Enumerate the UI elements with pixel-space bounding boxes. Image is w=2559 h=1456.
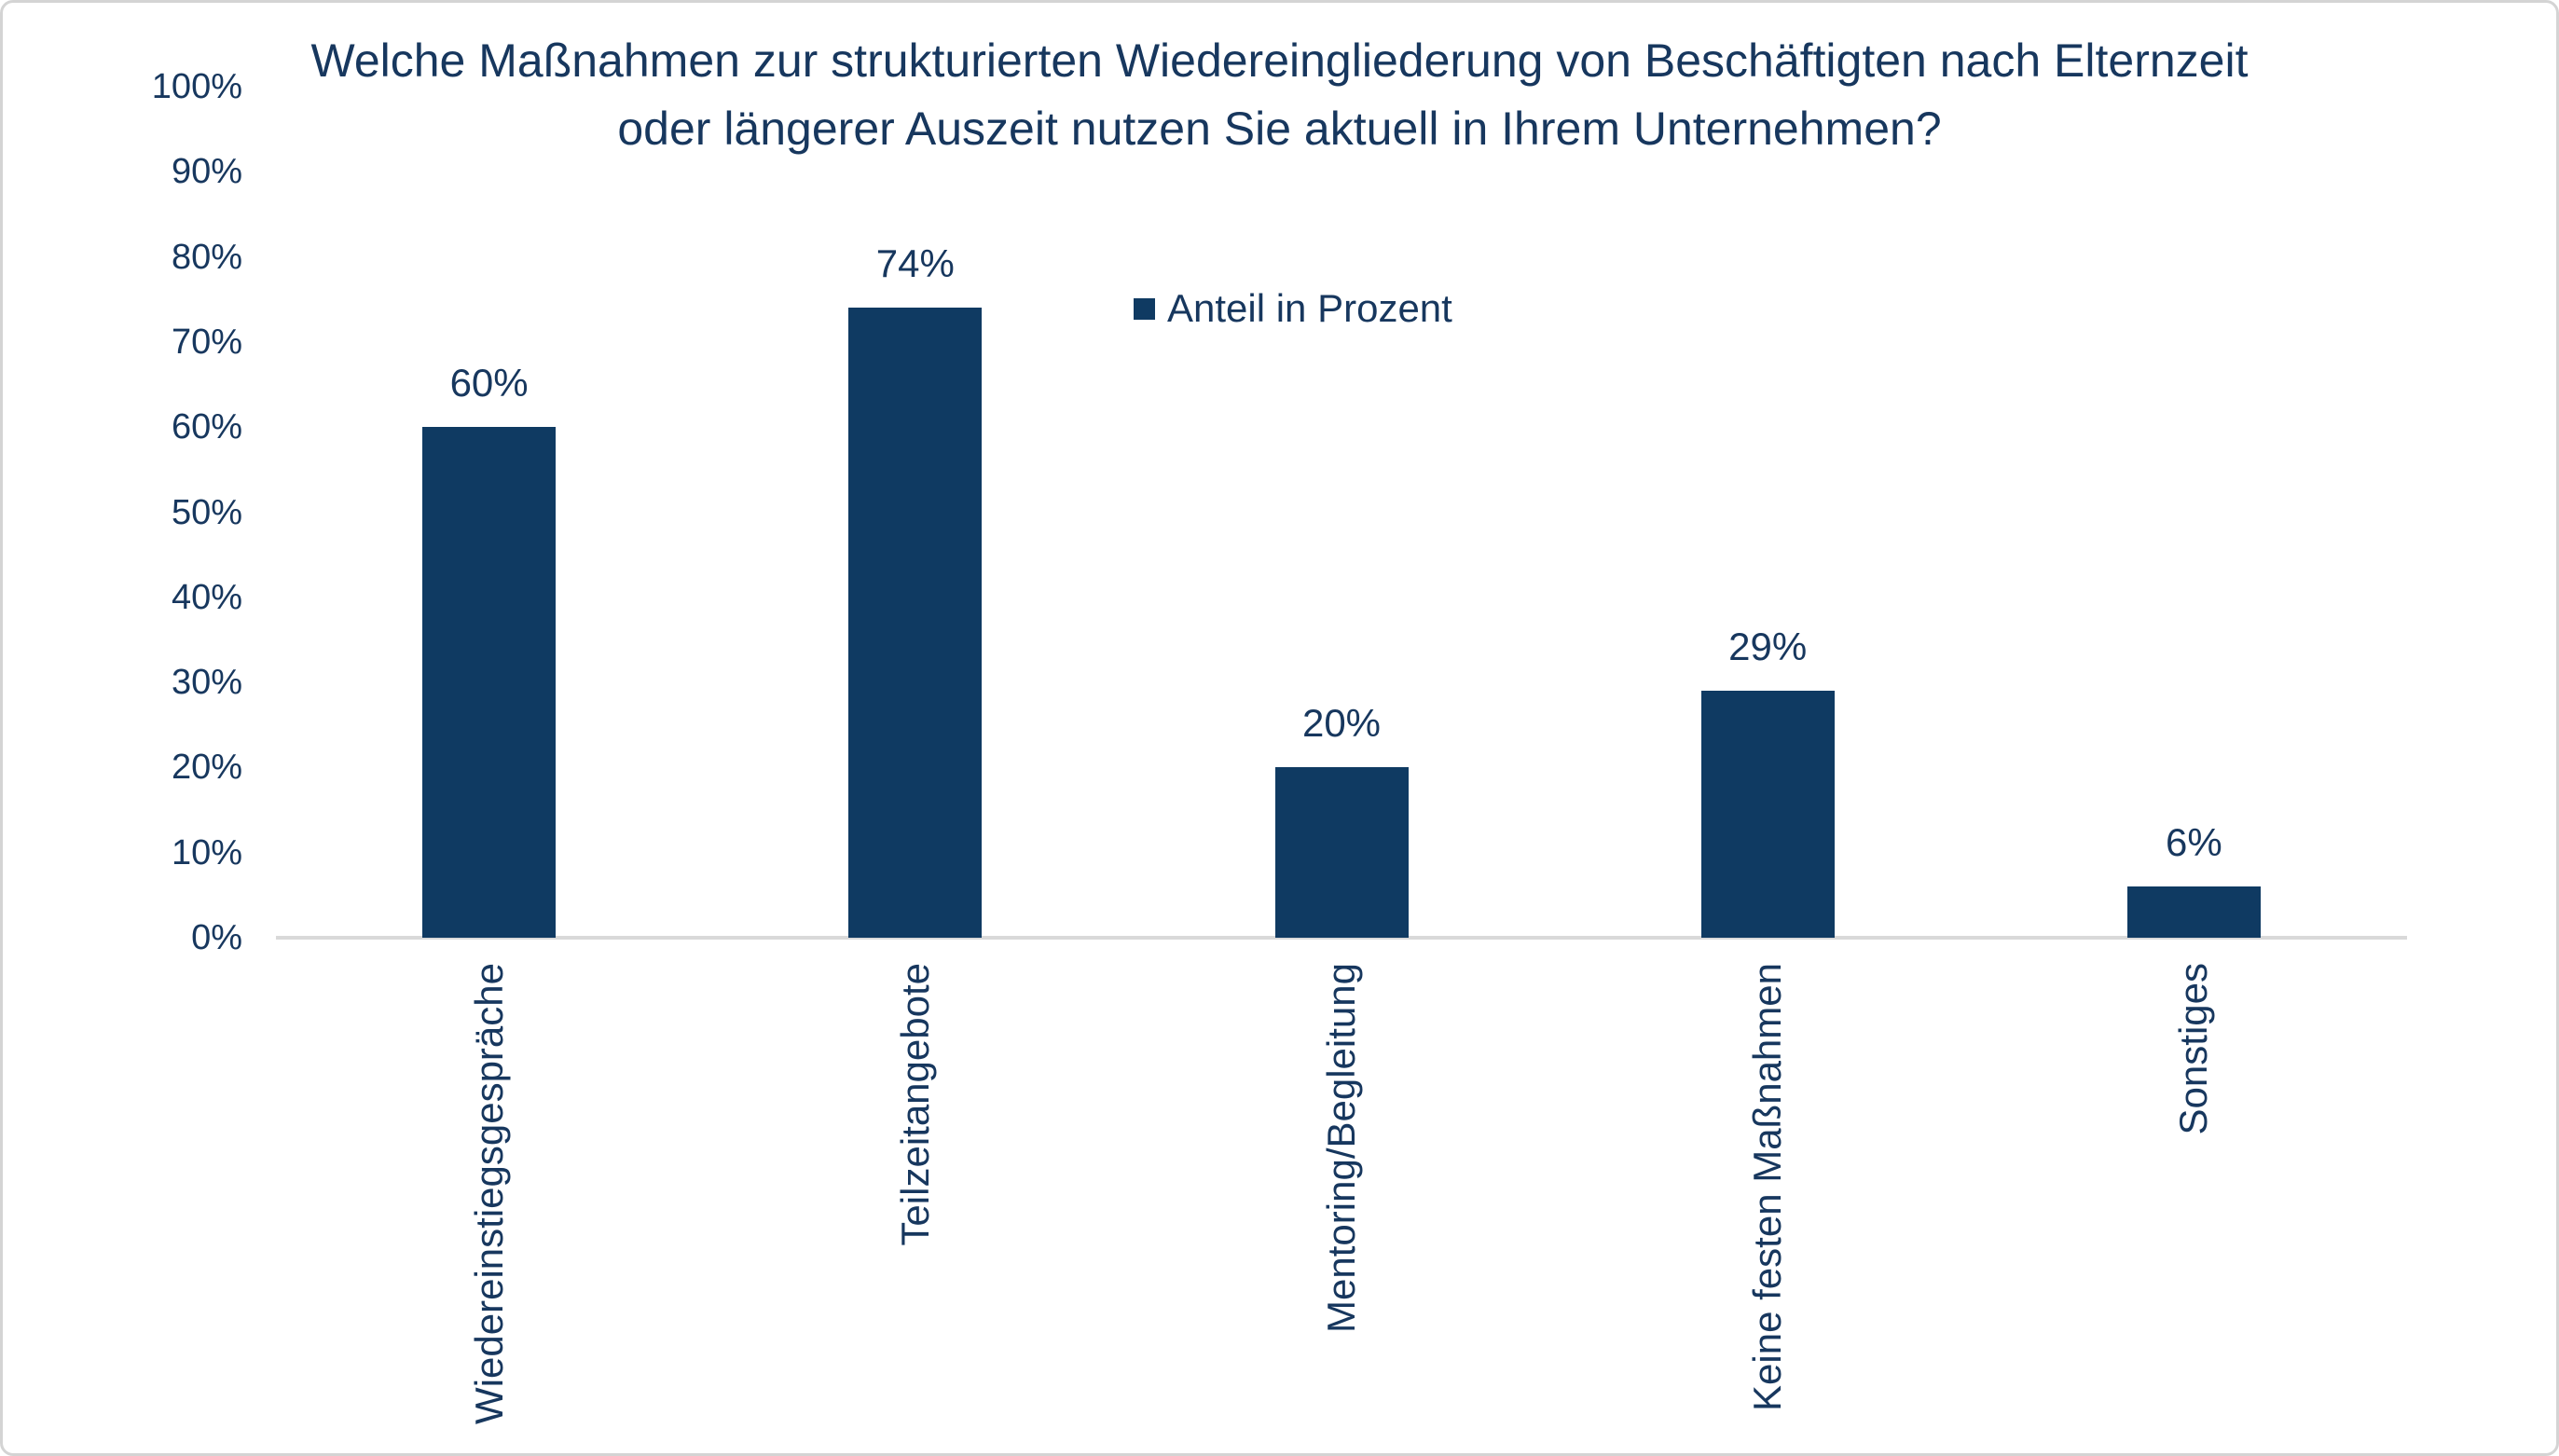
y-tick-label: 40%: [171, 577, 242, 617]
bar: [2126, 886, 2261, 938]
x-category-label: Teilzeitangebote: [892, 963, 937, 1246]
bar: [1274, 767, 1409, 938]
x-axis-line: [276, 936, 2407, 940]
y-tick-label: 100%: [151, 67, 242, 106]
y-tick-label: 50%: [171, 492, 242, 532]
bar: [1700, 691, 1835, 938]
legend: Anteil in Prozent: [1134, 285, 1452, 332]
x-category-label: Keine festen Maßnahmen: [1745, 963, 1790, 1411]
y-tick-label: 60%: [171, 407, 242, 447]
bar: [422, 427, 557, 938]
legend-label: Anteil in Prozent: [1167, 286, 1452, 330]
y-tick-label: 20%: [171, 748, 242, 788]
x-category-label: Wiedereinstiegsgespräche: [466, 963, 511, 1424]
legend-marker-square: [1134, 297, 1155, 320]
bar-value-label: 74%: [875, 241, 955, 286]
x-category-label: Mentoring/Begleitung: [1319, 963, 1363, 1333]
bar: [848, 308, 983, 938]
y-tick-label: 90%: [171, 152, 242, 192]
bar-value-label: 60%: [449, 361, 529, 405]
bar-value-label: 29%: [1728, 625, 1808, 669]
x-category-label: Sonstiges: [2171, 963, 2216, 1135]
y-tick-label: 0%: [191, 918, 242, 957]
y-tick-label: 30%: [171, 663, 242, 703]
bar-value-label: 6%: [2166, 820, 2222, 865]
chart-title: Welche Maßnahmen zur strukturierten Wied…: [310, 34, 2249, 155]
bar-value-label: 20%: [1301, 701, 1382, 746]
y-tick-label: 10%: [171, 832, 242, 872]
y-tick-label: 80%: [171, 237, 242, 277]
y-tick-label: 70%: [171, 322, 242, 362]
